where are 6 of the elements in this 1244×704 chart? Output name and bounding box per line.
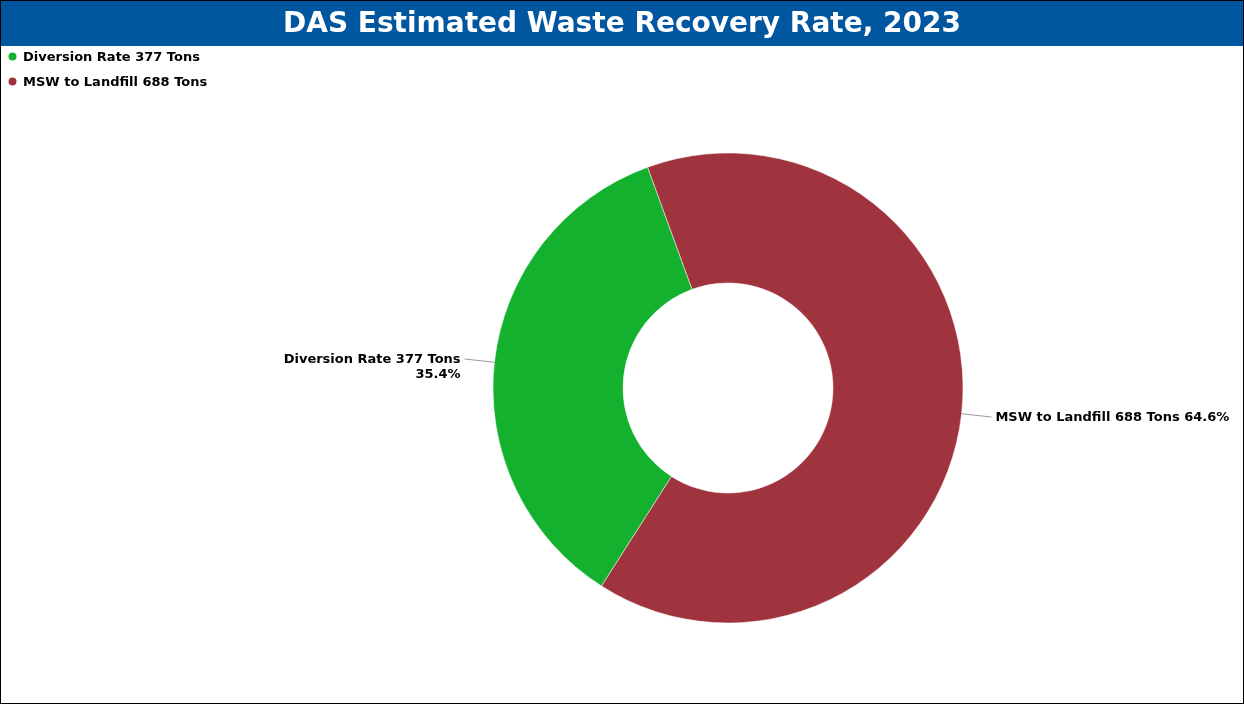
- data-label: 35.4%: [415, 365, 461, 381]
- legend-label: MSW to Landfill 688 Tons: [23, 73, 208, 89]
- chart-title: DAS Estimated Waste Recovery Rate, 2023: [283, 6, 961, 39]
- slice-label: Diversion Rate 377 Tons: [283, 350, 461, 366]
- legend-label: Diversion Rate 377 Tons: [23, 48, 201, 64]
- category-label: MSW to Landfill 688 Tons 64.6%: [995, 409, 1230, 425]
